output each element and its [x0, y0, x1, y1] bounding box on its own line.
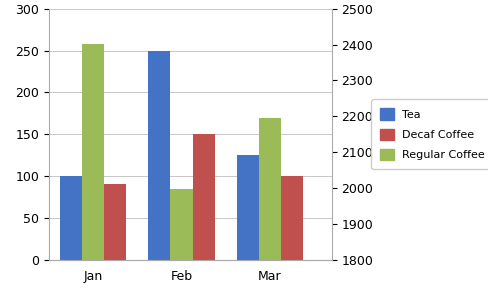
Bar [170, 189, 193, 260]
Legend: Tea, Decaf Coffee, Regular Coffee: Tea, Decaf Coffee, Regular Coffee [371, 99, 488, 169]
Bar [237, 155, 259, 260]
Bar [104, 184, 126, 260]
Bar [148, 51, 170, 260]
Bar [281, 176, 303, 260]
Bar [82, 44, 104, 260]
Bar [193, 134, 215, 260]
Bar [60, 176, 82, 260]
Bar [259, 117, 281, 260]
